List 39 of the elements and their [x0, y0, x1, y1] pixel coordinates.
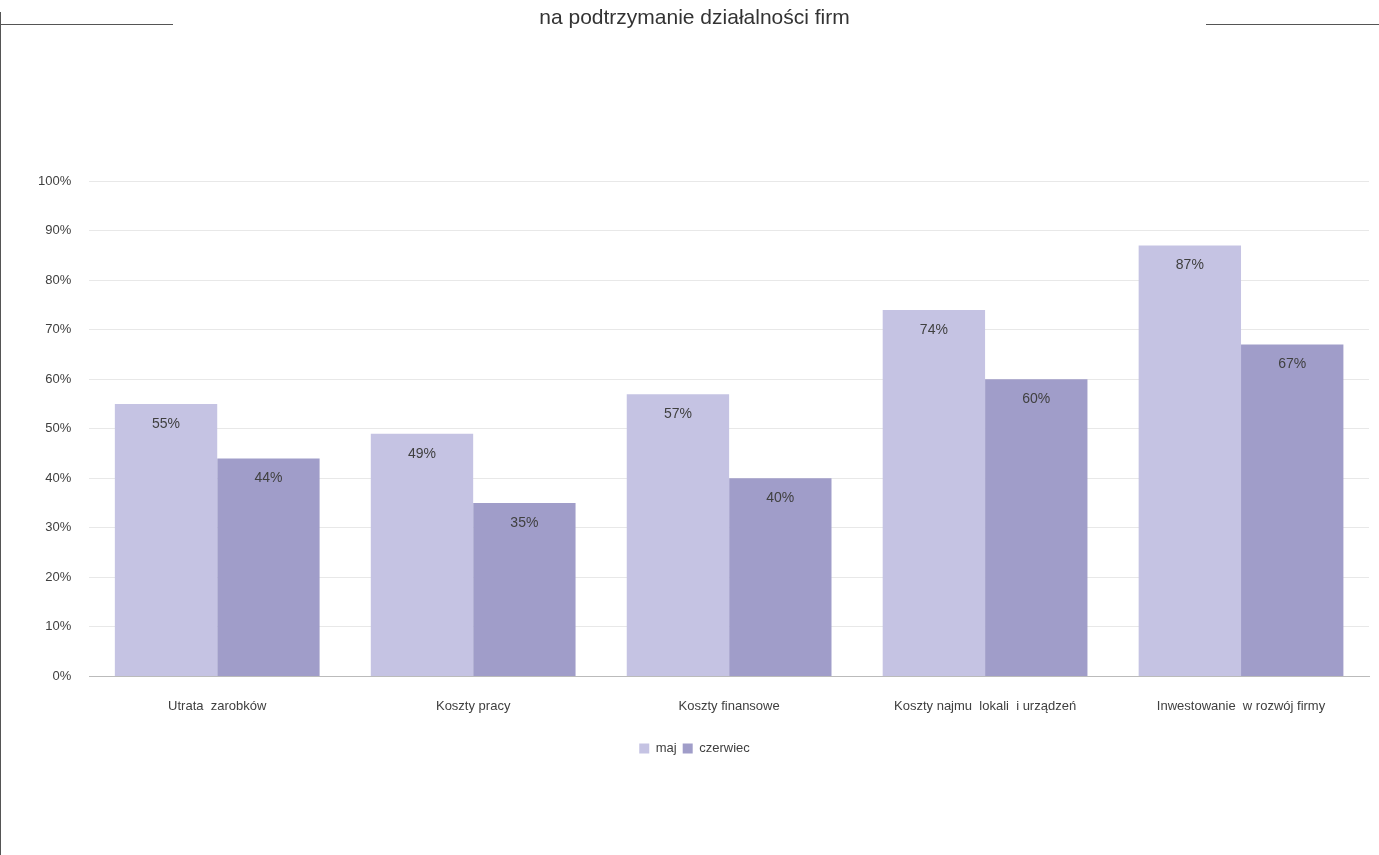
text: 40%: [766, 489, 795, 506]
x-tick-label: Inwestowanie w rozwój firmy: [1156, 697, 1326, 713]
bar: [1241, 344, 1344, 676]
bar: [729, 478, 832, 676]
bar: [370, 433, 474, 676]
y-tick-label: 30%: [45, 519, 72, 535]
y-tick-label: 0%: [52, 667, 72, 683]
text: 35%: [510, 513, 539, 530]
bar: [114, 404, 218, 676]
y-tick-label: 40%: [45, 469, 72, 485]
text: 60%: [1022, 390, 1051, 407]
bar: [626, 394, 730, 676]
bar: [473, 503, 576, 676]
legend-label: czerwiec: [699, 740, 751, 756]
text: 87%: [1175, 256, 1204, 273]
y-tick-label: 50%: [45, 420, 72, 436]
x-tick-label: Utrata zarobków: [168, 697, 267, 713]
text: 44%: [254, 469, 283, 486]
bar: [1138, 245, 1242, 676]
text: 49%: [407, 444, 436, 461]
chart-title: na podtrzymanie działalności firm: [539, 5, 850, 29]
y-tick-label: 70%: [45, 321, 72, 337]
y-tick-label: 90%: [45, 222, 72, 238]
bar: [217, 458, 320, 676]
y-tick-label: 20%: [45, 568, 72, 584]
y-tick-label: 60%: [45, 370, 72, 386]
x-tick-label: Koszty pracy: [435, 697, 511, 713]
text: 67%: [1278, 355, 1307, 372]
y-tick-label: 80%: [45, 271, 72, 287]
text: 55%: [152, 414, 181, 431]
y-tick-label: 10%: [45, 618, 72, 634]
bar: [882, 309, 986, 676]
text: 57%: [663, 405, 692, 421]
x-tick-label: Koszty najmu lokali i urządzeń: [894, 697, 1077, 713]
y-tick-label: 100%: [38, 172, 72, 188]
legend-label: maj: [655, 740, 677, 756]
text: 74%: [919, 320, 948, 337]
x-tick-label: Koszty finansowe: [678, 697, 780, 713]
bar: [985, 379, 1088, 676]
